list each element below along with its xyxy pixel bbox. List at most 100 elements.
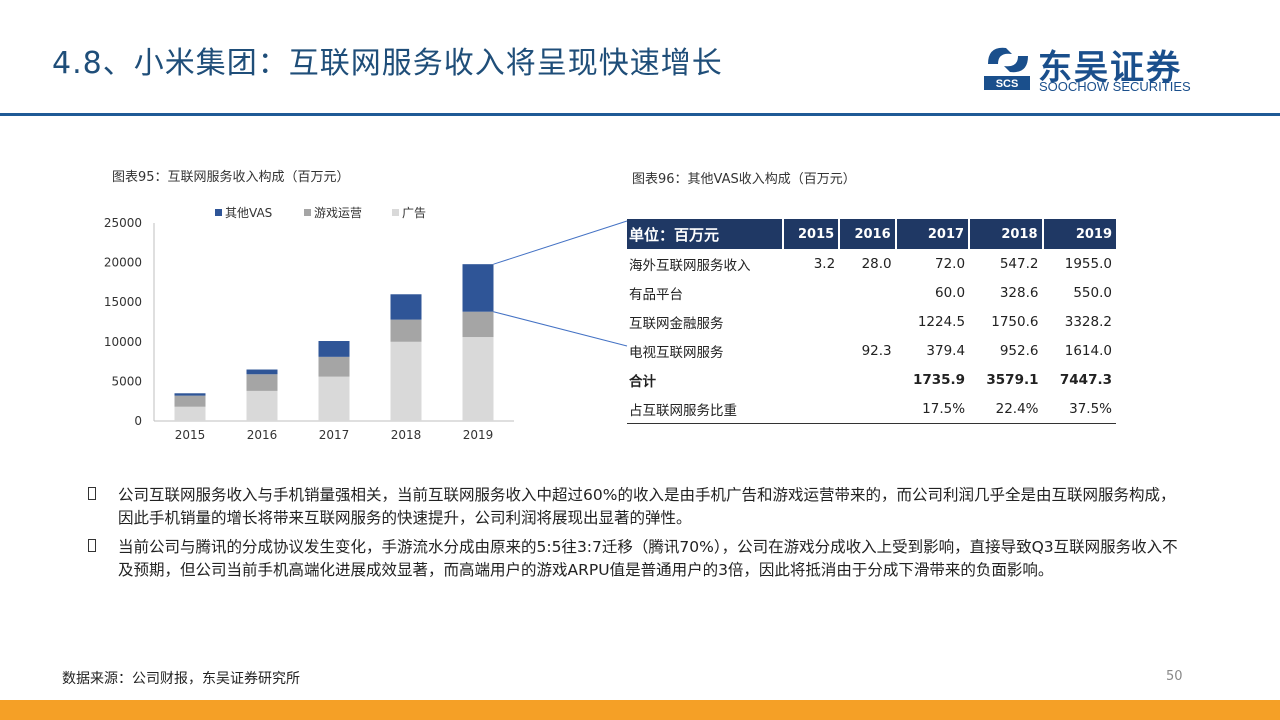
legend-label: 广告 <box>402 206 426 220</box>
table-year-header: 2017 <box>895 219 971 249</box>
figure95-caption: 图表95：互联网服务收入构成（百万元） <box>112 170 350 185</box>
table-row: 电视互联网服务 92.3 379.4 952.6 1614.0 <box>627 336 1116 365</box>
table-cell <box>839 394 896 424</box>
table-cell: 1735.9 <box>912 371 966 388</box>
table-row-label: 海外互联网服务收入 <box>629 257 751 274</box>
table-cell: 550.0 <box>1073 284 1112 301</box>
legend-swatch <box>392 209 399 216</box>
legend-swatch <box>215 209 222 216</box>
table-cell: 1955.0 <box>1064 255 1112 272</box>
table-year-header: 2016 <box>839 219 897 249</box>
table-cell <box>783 365 839 394</box>
table-year-header: 2015 <box>782 219 841 249</box>
logo-english-name: SOOCHOW SECURITIES <box>1039 79 1191 94</box>
table-cell: 952.6 <box>999 342 1039 359</box>
table-row: 占互联网服务比重 17.5% 22.4% 37.5% <box>627 394 1116 424</box>
table-cell: 1750.6 <box>991 313 1039 330</box>
bar-segment <box>390 294 422 320</box>
bar-segment <box>246 369 278 375</box>
table-cell <box>783 307 839 336</box>
bar-segment <box>462 311 494 338</box>
soochow-logo-icon: SCS <box>984 47 1030 90</box>
table-row: 互联网金融服务 1224.5 1750.6 3328.2 <box>627 307 1116 336</box>
table-cell: 3.2 <box>813 255 836 272</box>
bar-segment <box>174 393 206 396</box>
table-year-header: 2019 <box>1042 219 1116 249</box>
table-row-label: 合计 <box>629 373 656 390</box>
bar-segment <box>318 341 350 357</box>
header-divider <box>0 113 1280 116</box>
bar-segment <box>246 390 278 421</box>
table-year-header: 2018 <box>969 219 1044 249</box>
table-header-row: 单位：百万元 2015 2016 2017 2018 2019 <box>627 219 1116 249</box>
logo-chinese-name: 东吴证券 <box>1038 48 1182 88</box>
table-row-label: 电视互联网服务 <box>629 344 724 361</box>
table-row-label: 占互联网服务比重 <box>627 394 783 424</box>
bar-segment <box>318 356 350 377</box>
bar-segment <box>174 406 206 421</box>
y-tick-label: 0 <box>134 414 142 428</box>
bullet-text: 当前公司与腾讯的分成协议发生变化，手游流水分成由原来的5:5往3:7迁移（腾讯7… <box>118 538 1178 579</box>
bar-segment <box>246 374 278 391</box>
table-cell: 22.4% <box>969 394 1043 424</box>
svg-text:SCS: SCS <box>996 78 1019 90</box>
slide-title: 4.8、小米集团：互联网服务收入将呈现快速增长 <box>52 46 723 81</box>
x-tick-label: 2015 <box>175 428 206 442</box>
bullet-text: 公司互联网服务收入与手机销量强相关，当前互联网服务收入中超过60%的收入是由手机… <box>118 486 1176 527</box>
figure96-caption: 图表96：其他VAS收入构成（百万元） <box>632 172 856 187</box>
bar-segment <box>390 341 422 421</box>
bullet-box-icon <box>88 487 96 500</box>
table-cell: 7447.3 <box>1059 371 1112 388</box>
table-cell: 92.3 <box>861 342 892 359</box>
y-tick-label: 20000 <box>104 256 142 270</box>
table-row-label: 互联网金融服务 <box>629 315 724 332</box>
y-tick-label: 25000 <box>104 216 142 230</box>
table-unit-header: 单位：百万元 <box>627 219 784 249</box>
bar-segment <box>318 376 350 421</box>
legend-label: 其他VAS <box>225 206 272 220</box>
x-tick-label: 2016 <box>247 428 278 442</box>
table-cell: 17.5% <box>895 394 970 424</box>
x-tick-label: 2019 <box>463 428 494 442</box>
table-row: 海外互联网服务收入 3.2 28.0 72.0 547.2 1955.0 <box>627 249 1116 278</box>
table-cell: 328.6 <box>999 284 1039 301</box>
bar-segment <box>174 395 206 407</box>
table-cell: 3328.2 <box>1064 313 1112 330</box>
bullet-item: 公司互联网服务收入与手机销量强相关，当前互联网服务收入中超过60%的收入是由手机… <box>88 484 1178 530</box>
bullet-item: 当前公司与腾讯的分成协议发生变化，手游流水分成由原来的5:5往3:7迁移（腾讯7… <box>88 536 1178 582</box>
company-logo: SCS 东吴证券 SOOCHOW SECURITIES <box>982 40 1212 98</box>
table-cell: 60.0 <box>935 284 966 301</box>
table-cell: 1224.5 <box>917 313 966 330</box>
vas-revenue-table: 单位：百万元 2015 2016 2017 2018 2019 海外互联网服务收入 3.2 2… <box>627 219 1116 424</box>
table-cell: 547.2 <box>999 255 1039 272</box>
table-row: 有品平台 60.0 328.6 550.0 <box>627 278 1116 307</box>
table-cell <box>839 278 895 307</box>
table-cell: 72.0 <box>935 255 966 272</box>
legend-swatch <box>304 209 311 216</box>
table-cell <box>783 278 839 307</box>
y-tick-label: 15000 <box>104 295 142 309</box>
table-cell <box>839 365 895 394</box>
table-cell: 379.4 <box>926 342 966 359</box>
callout-line-bottom <box>493 311 628 347</box>
table-cell: 37.5% <box>1042 394 1116 424</box>
bullet-box-icon <box>88 539 96 552</box>
bullet-list: 公司互联网服务收入与手机销量强相关，当前互联网服务收入中超过60%的收入是由手机… <box>88 484 1178 588</box>
y-tick-label: 5000 <box>111 374 142 388</box>
data-source: 数据来源：公司财报，东吴证券研究所 <box>62 671 300 687</box>
x-tick-label: 2017 <box>319 428 350 442</box>
revenue-stacked-bar-chart: 0 5000 10000 15000 20000 25000 2015 2016 2017 201… <box>104 206 628 442</box>
footer-bar <box>0 700 1280 720</box>
table-cell: 28.0 <box>861 255 892 272</box>
table-cell <box>839 307 895 336</box>
table-row-label: 有品平台 <box>629 286 683 303</box>
callout-line-top <box>493 220 628 265</box>
page-number: 50 <box>1166 669 1183 684</box>
table-cell <box>783 336 839 365</box>
table-row: 合计 1735.9 3579.1 7447.3 <box>627 365 1116 394</box>
table-cell <box>782 394 840 424</box>
bar-segment <box>462 264 494 312</box>
bar-segment <box>390 319 422 342</box>
table-cell: 1614.0 <box>1064 342 1112 359</box>
y-tick-label: 10000 <box>104 335 142 349</box>
